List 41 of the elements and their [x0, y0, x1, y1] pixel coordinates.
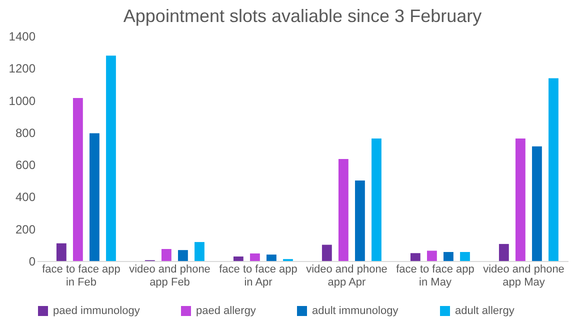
- bar: [90, 133, 100, 261]
- bar: [410, 253, 420, 261]
- x-tick-label: video and phone app Apr: [306, 264, 388, 288]
- bar: [161, 248, 172, 261]
- bar: [444, 252, 454, 261]
- bar: [426, 250, 437, 261]
- y-tick-label: 600: [15, 158, 36, 172]
- y-tick-label: 800: [15, 126, 36, 140]
- bar: [266, 254, 276, 261]
- bar: [515, 138, 526, 261]
- y-tick-label: 0: [28, 254, 36, 268]
- legend-label: paed immunology: [53, 305, 140, 317]
- x-tick-label: video and phone app Feb: [129, 264, 210, 288]
- legend-label: adult allergy: [455, 305, 515, 317]
- bar: [355, 180, 365, 261]
- y-tick-label: 400: [15, 190, 36, 204]
- bar: [322, 244, 332, 261]
- bar: [250, 253, 260, 261]
- legend-label: adult immunology: [312, 305, 399, 317]
- bar: [460, 252, 470, 261]
- y-tick-label: 1400: [8, 30, 36, 44]
- bar: [548, 78, 558, 261]
- bar: [194, 242, 204, 261]
- bar: [106, 56, 116, 261]
- y-tick-label: 1000: [8, 94, 36, 108]
- y-tick-label: 200: [15, 222, 36, 236]
- x-tick-label: video and phone app May: [483, 264, 564, 288]
- bar: [56, 243, 66, 261]
- x-tick-label: face to face app in May: [396, 264, 474, 288]
- bar: [72, 98, 83, 261]
- bar: [532, 146, 542, 261]
- bar: [498, 244, 509, 261]
- x-tick-label: face to face app in Apr: [219, 264, 298, 288]
- y-tick-label: 1200: [8, 62, 36, 76]
- x-tick-label: face to face app in Feb: [42, 264, 120, 288]
- bar: [338, 158, 348, 261]
- bar: [178, 250, 188, 261]
- bar: [233, 256, 244, 261]
- bar: [372, 138, 382, 261]
- chart-title: Appointment slots avaliable since 3 February: [123, 6, 482, 26]
- legend-label: paed allergy: [196, 305, 256, 317]
